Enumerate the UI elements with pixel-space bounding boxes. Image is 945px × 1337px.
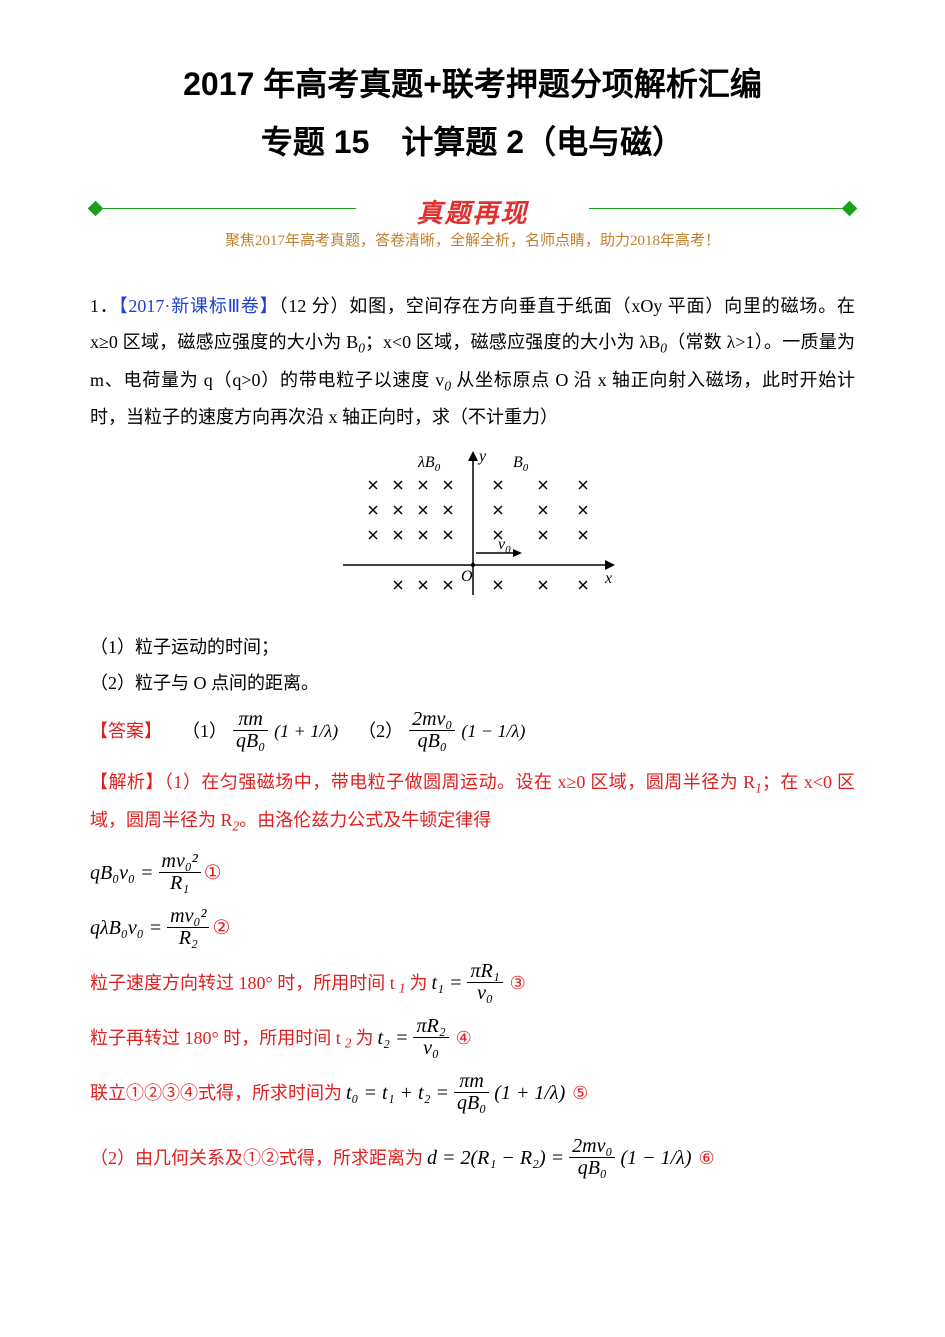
problem-number: 1． xyxy=(90,296,119,316)
problem-text-b: ；x<0 区域，磁感应强度的大小为 λB xyxy=(365,332,660,352)
solution-text-1a: （1）在匀强磁场中，带电粒子做圆周运动。设在 x≥0 区域，圆周半径为 R xyxy=(164,772,755,792)
page: 2017 年高考真题+联考押题分项解析汇编 专题 15 计算题 2（电与磁） 真… xyxy=(0,0,945,1261)
main-title-line1: 2017 年高考真题+联考押题分项解析汇编 xyxy=(90,60,855,108)
solution-text-1c: 。由洛伦兹力公式及牛顿定律得 xyxy=(239,810,491,830)
question-part-2: （2）粒子与 O 点间的距离。 xyxy=(90,665,855,701)
label-y: y xyxy=(477,448,487,465)
question-part-1: （1）粒子运动的时间； xyxy=(90,629,855,665)
diagram-svg: λB0 B0 y x v0 O xyxy=(323,445,623,615)
sub-b0-2: 0 xyxy=(660,332,667,352)
answer-2: （2） 2mv₀qB₀ (1 − 1/λ) xyxy=(358,709,525,752)
problem-points: （12 分） xyxy=(279,296,350,316)
diagram: λB0 B0 y x v0 O xyxy=(90,445,855,615)
crosses-right xyxy=(494,481,587,589)
solution-line-t0: 联立①②③④式得，所求时间为 t₀ = t₁ + t₂ = πmqB₀ (1 +… xyxy=(90,1071,855,1114)
solution-intro: 【解析】（1）在匀强磁场中，带电粒子做圆周运动。设在 x≥0 区域，圆周半径为 … xyxy=(90,764,855,839)
problem-source: 【2017·新课标Ⅲ卷】 xyxy=(119,296,279,316)
main-title-line2: 专题 15 计算题 2（电与磁） xyxy=(90,118,855,166)
crosses-left xyxy=(369,481,452,589)
answer-line: 【答案】 （1） πmqB₀ (1 + 1/λ) （2） 2mv₀qB₀ (1 … xyxy=(90,709,855,752)
solution-line-t1: 粒子速度方向转过 180° 时，所用时间 t1 为 t₁ = πR₁v₀ ③ xyxy=(90,961,855,1004)
label-b: B0 xyxy=(513,454,529,474)
label-x: x xyxy=(604,570,612,587)
label-lambda-b: λB0 xyxy=(417,454,441,474)
solution-line-d: （2）由几何关系及①②式得，所求距离为 d = 2(R₁ − R₂) = 2mv… xyxy=(90,1136,855,1179)
sub-b0-1: 0 xyxy=(358,332,365,352)
banner-line-right xyxy=(589,208,849,209)
problem-statement: 1．【2017·新课标Ⅲ卷】（12 分）如图，空间存在方向垂直于纸面（xOy 平… xyxy=(90,288,855,435)
banner-subtitle: 聚焦2017年高考真题，答卷清晰，全解全析，名师点睛，助力2018年高考！ xyxy=(90,226,855,256)
banner: 真题再现 聚焦2017年高考真题，答卷清晰，全解全析，名师点睛，助力2018年高… xyxy=(90,190,855,260)
answer-1: （1） πmqB₀ (1 + 1/λ) xyxy=(182,709,338,752)
answer-label: 【答案】 xyxy=(90,713,162,749)
equation-1: qB₀v₀ = mv₀²R₁ ① xyxy=(90,851,855,894)
equation-2: qλB₀v₀ = mv₀²R₂ ② xyxy=(90,906,855,949)
solution-label: 【解析】 xyxy=(90,772,164,792)
label-o: O xyxy=(461,568,473,585)
solution-line-t2: 粒子再转过 180° 时，所用时间 t2 为 t₂ = πR₂v₀ ④ xyxy=(90,1016,855,1059)
